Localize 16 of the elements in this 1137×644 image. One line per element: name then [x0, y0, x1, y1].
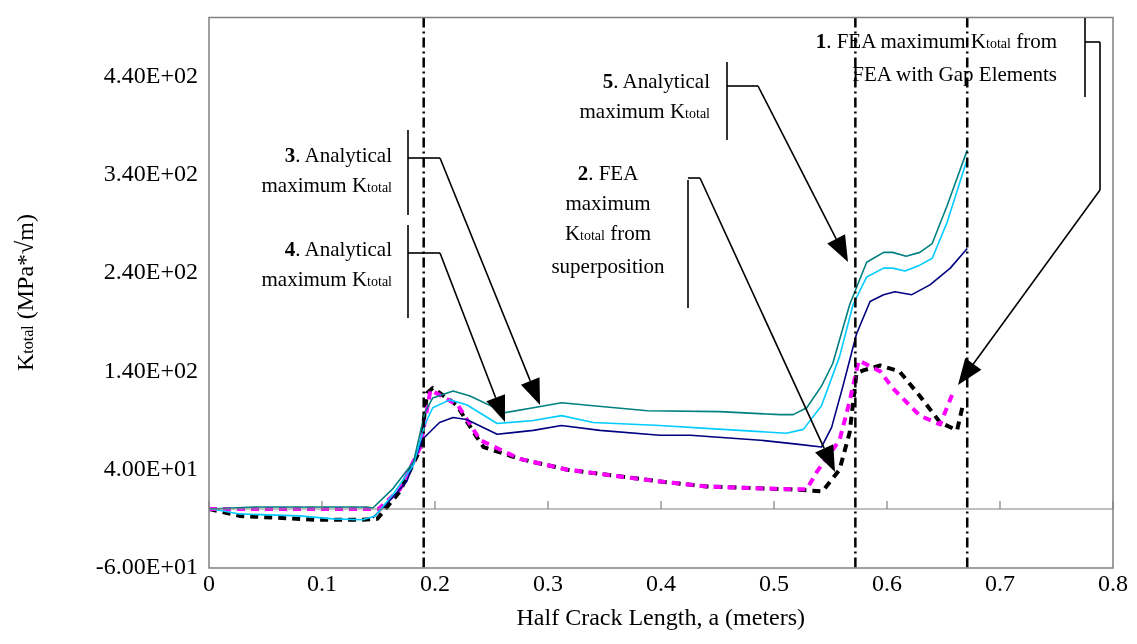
x-tick-label: 0.8: [1098, 569, 1128, 596]
x-tick-label: 0.2: [420, 569, 450, 596]
y-tick-label: 1.40E+02: [103, 356, 198, 383]
y-tick-label: 4.00E+01: [103, 454, 198, 481]
x-tick-label: 0.3: [533, 569, 563, 596]
y-tick-label: -6.00E+01: [95, 553, 198, 580]
x-tick-label: 0.5: [759, 569, 789, 596]
x-tick-label: 0.1: [307, 569, 337, 596]
x-tick-label: 0.4: [646, 569, 676, 596]
y-tick-label: 3.40E+02: [103, 160, 198, 187]
x-tick-label: 0.6: [872, 569, 902, 596]
y-tick-label: 2.40E+02: [103, 258, 198, 285]
y-tick-label: 4.40E+02: [103, 61, 198, 88]
x-tick-label: 0.7: [985, 569, 1015, 596]
x-tick-label: 0: [203, 569, 215, 596]
x-axis-title: Half Crack Length, a (meters): [516, 604, 806, 631]
